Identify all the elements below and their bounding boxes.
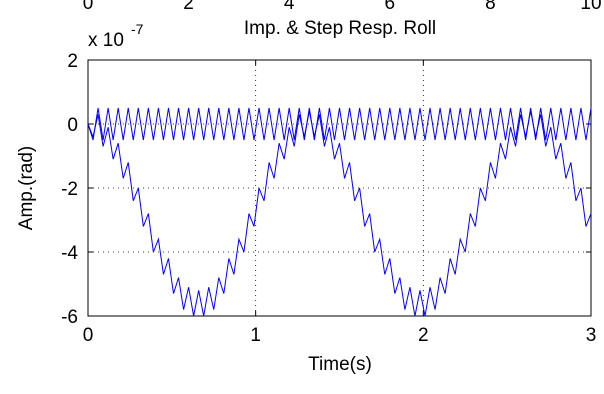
x-tick-label: 2	[183, 0, 194, 14]
exponent-power: -7	[131, 21, 144, 37]
series-line	[87, 111, 592, 317]
x-tick-label: 2	[418, 325, 429, 346]
x-tick-label: 3	[586, 325, 597, 346]
x-tick-label: 1	[250, 325, 261, 346]
chart-title: Imp. & Step Resp. Roll	[244, 18, 436, 39]
x-tick-label: 6	[385, 0, 396, 14]
plot-frame	[87, 59, 592, 317]
x-tick-label: 0	[83, 325, 94, 346]
y-tick-label: 2	[67, 51, 78, 72]
series-line	[87, 107, 592, 141]
y-tick-label: 0	[67, 115, 78, 136]
x-tick-label: 8	[485, 0, 496, 14]
x-axis-label: Time(s)	[308, 354, 372, 375]
y-tick-label: -4	[61, 243, 78, 264]
x-tick-label: 4	[284, 0, 295, 14]
exponent-base: x 10	[88, 30, 124, 51]
y-axis-label: Amp.(rad)	[16, 146, 37, 230]
x-tick-label: 0	[83, 0, 94, 14]
y-tick-label: -6	[61, 307, 78, 328]
y-tick-label: -2	[61, 179, 78, 200]
x-tick-label: 10	[580, 0, 601, 14]
